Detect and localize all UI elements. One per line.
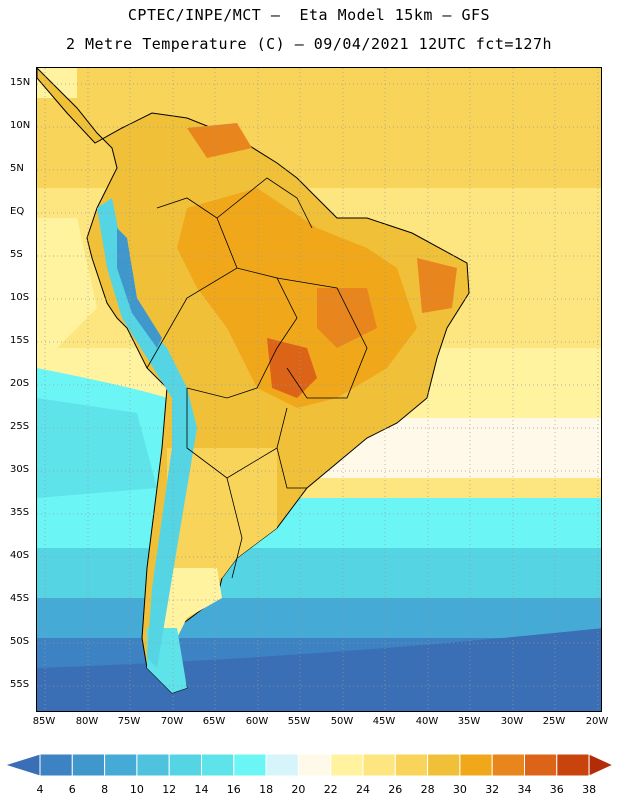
lat-label: 45S xyxy=(10,593,30,604)
colorbar-swatch xyxy=(524,753,558,777)
andes-cold-strip xyxy=(97,198,197,668)
lat-label: 15S xyxy=(10,335,30,346)
lon-label: 50W xyxy=(330,716,354,727)
lat-label: 40S xyxy=(10,550,30,561)
lat-label: EQ xyxy=(10,206,25,217)
pantanal-hottest-zone xyxy=(267,338,317,398)
colorbar-arrow-high xyxy=(588,753,615,777)
lon-label: 40W xyxy=(415,716,439,727)
map-subtitle: 2 Metre Temperature (C) – 09/04/2021 12U… xyxy=(65,35,553,53)
colorbar-swatch xyxy=(491,753,526,777)
colorbar-label: 22 xyxy=(323,783,338,796)
lat-label: 15N xyxy=(10,77,31,88)
venezuela-hot-zone xyxy=(187,123,252,158)
lon-label: 35W xyxy=(457,716,481,727)
colorbar-swatch xyxy=(265,753,299,777)
colorbar-swatch xyxy=(362,753,396,777)
colorbar-swatch xyxy=(556,753,590,777)
lat-label: 20S xyxy=(10,378,30,389)
lon-label: 60W xyxy=(245,716,269,727)
lat-label: 5S xyxy=(10,249,23,260)
colorbar-label: 18 xyxy=(259,783,274,796)
lon-label: 70W xyxy=(160,716,184,727)
lat-label: 10N xyxy=(10,120,31,131)
lat-label: 55S xyxy=(10,679,30,690)
lon-label: 85W xyxy=(32,716,56,727)
lat-label: 5N xyxy=(10,163,24,174)
colorbar-label: 32 xyxy=(485,783,500,796)
colorbar-swatch xyxy=(136,753,170,777)
colorbar-label: 12 xyxy=(162,783,177,796)
lon-label: 20W xyxy=(585,716,609,727)
andes-coldest-ridge xyxy=(117,228,162,348)
map-title: CPTEC/INPE/MCT – Eta Model 15km – GFS xyxy=(127,6,491,24)
ocean-colder-band xyxy=(37,598,601,638)
colorbar-swatch xyxy=(459,753,493,777)
lat-label: 50S xyxy=(10,636,30,647)
interior-hot-zone xyxy=(177,188,417,408)
colorbar-label: 16 xyxy=(226,783,241,796)
country-borders xyxy=(146,177,368,579)
lon-label: 45W xyxy=(372,716,396,727)
colorbar-label: 26 xyxy=(388,783,403,796)
temperature-map[interactable] xyxy=(37,68,602,712)
colorbar-swatch xyxy=(71,753,106,777)
colorbar-swatch xyxy=(330,753,364,777)
lon-label: 75W xyxy=(117,716,141,727)
colorbar-label: 30 xyxy=(452,783,467,796)
lon-label: 55W xyxy=(287,716,311,727)
lon-label: 65W xyxy=(202,716,226,727)
lat-label: 30S xyxy=(10,464,30,475)
colorbar-label: 28 xyxy=(420,783,435,796)
colorbar-swatch xyxy=(201,753,235,777)
colorbar-swatch xyxy=(104,753,138,777)
colorbar-swatch xyxy=(233,753,267,777)
colorbar-label: 4 xyxy=(36,783,44,796)
map-frame[interactable] xyxy=(36,67,602,712)
ocean-cold-band xyxy=(37,548,601,598)
colorbar-swatches xyxy=(3,753,615,777)
lon-label: 30W xyxy=(500,716,524,727)
colorbar-swatch xyxy=(168,753,202,777)
colorbar-label: 10 xyxy=(129,783,144,796)
colorbar-label: 8 xyxy=(101,783,109,796)
northeast-hot-zone xyxy=(417,258,457,313)
colorbar-label: 20 xyxy=(291,783,306,796)
colorbar-label: 6 xyxy=(68,783,76,796)
colorbar-label: 34 xyxy=(517,783,532,796)
colorbar-label: 36 xyxy=(549,783,564,796)
lon-label: 25W xyxy=(542,716,566,727)
lon-label: 80W xyxy=(75,716,99,727)
lat-label: 10S xyxy=(10,292,30,303)
colorbar-swatch xyxy=(39,753,73,777)
colorbar-label: 24 xyxy=(356,783,370,796)
colorbar-label: 38 xyxy=(582,783,597,796)
lat-label: 35S xyxy=(10,507,30,518)
pacific-cool-water-2 xyxy=(37,398,157,498)
colorbar-swatch xyxy=(427,753,461,777)
pacific-coastal-band xyxy=(37,218,97,368)
colorbar-label: 14 xyxy=(194,783,209,796)
colorbar-swatch xyxy=(394,753,429,777)
colorbar-arrow-low xyxy=(3,753,41,777)
southern-land-warm xyxy=(167,448,277,588)
lat-label: 25S xyxy=(10,421,30,432)
temperature-colorbar xyxy=(3,753,615,777)
central-hot-zone xyxy=(317,288,377,348)
colorbar-swatch xyxy=(297,753,332,777)
